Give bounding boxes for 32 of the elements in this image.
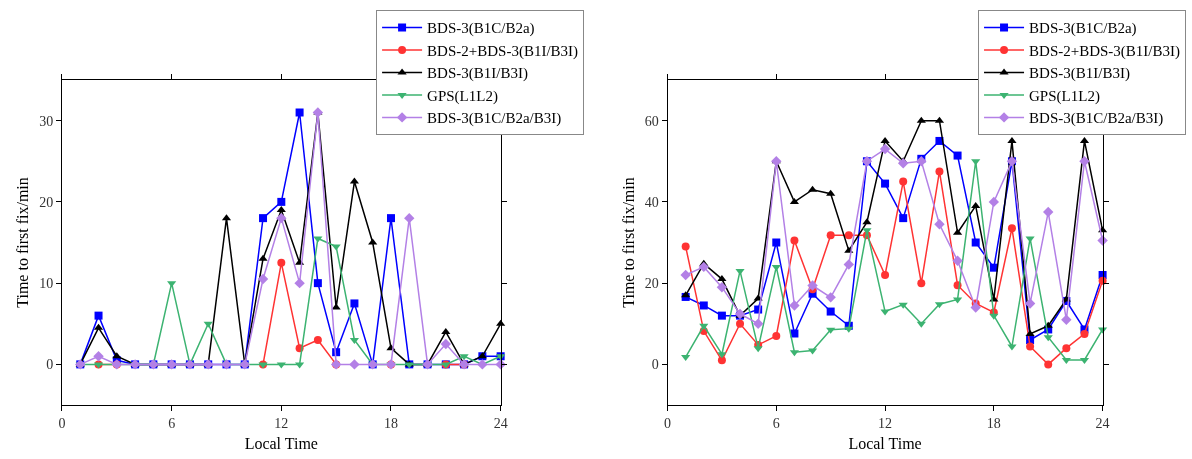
y-tick-label: 10 (39, 276, 54, 292)
y-tick-label: 20 (644, 276, 659, 292)
y-tick-label: 30 (39, 113, 54, 129)
x-tick-label: 6 (772, 415, 780, 431)
y-tick-label: 20 (39, 194, 54, 210)
legend-label: BDS-3(B1C/B2a) (427, 20, 535, 38)
x-axis-title: Local Time (244, 435, 318, 453)
y-tick-label: 0 (46, 357, 54, 373)
legend-label: BDS-3(B1C/B2a/B3I) (1029, 110, 1164, 128)
x-axis-title: Local Time (848, 435, 922, 453)
legend-label: BDS-2+BDS-3(B1I/B3I) (1029, 42, 1181, 60)
legend-label: BDS-3(B1C/B2a) (1029, 20, 1137, 38)
y-axis-title: Time to first fix/min (619, 177, 637, 308)
y-tick-label: 60 (644, 113, 659, 129)
x-tick-label: 24 (493, 415, 508, 431)
legend-label: BDS-3(B1C/B2a/B3I) (427, 110, 562, 128)
x-tick-label: 24 (1095, 415, 1110, 431)
legend-label: BDS-2+BDS-3(B1I/B3I) (427, 42, 579, 60)
legend-label: BDS-3(B1I/B3I) (427, 65, 528, 83)
legend-label: GPS(L1L2) (1029, 87, 1100, 105)
x-tick-label: 12 (878, 415, 893, 431)
y-tick-label: 0 (651, 357, 659, 373)
legend-label: GPS(L1L2) (427, 87, 498, 105)
legend-label: BDS-3(B1I/B3I) (1029, 65, 1130, 83)
x-tick-label: 18 (986, 415, 1001, 431)
x-tick-label: 6 (168, 415, 176, 431)
x-tick-label: 0 (58, 415, 66, 431)
y-axis-title: Time to first fix/min (14, 177, 32, 308)
x-tick-label: 18 (383, 415, 398, 431)
y-tick-label: 40 (644, 194, 659, 210)
x-tick-label: 12 (274, 415, 289, 431)
x-tick-label: 0 (664, 415, 672, 431)
